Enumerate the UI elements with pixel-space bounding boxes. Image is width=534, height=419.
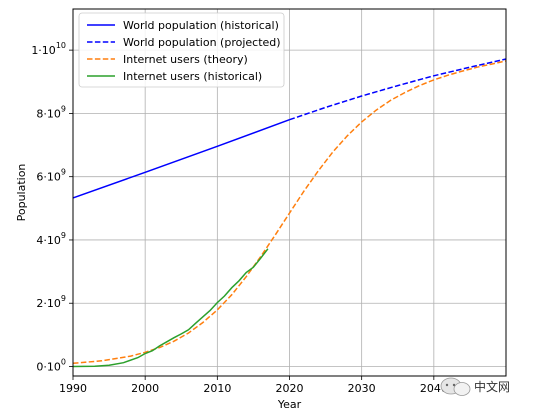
y-tick-mantissa: 1·10	[31, 44, 56, 57]
x-tick-label: 2020	[276, 382, 304, 395]
y-tick-label: 8·109	[36, 104, 66, 120]
watermark: 中文网	[440, 377, 510, 396]
y-tick-label: 6·109	[36, 168, 66, 184]
x-tick-label: 2030	[348, 382, 376, 395]
legend-label: Internet users (historical)	[123, 70, 262, 83]
y-tick-label: 0·100	[36, 358, 66, 374]
y-tick-exponent: 9	[61, 231, 66, 240]
legend-label: World population (historical)	[123, 19, 279, 32]
y-tick-label: 4·109	[36, 231, 66, 247]
x-axis-label: Year	[277, 398, 302, 411]
y-tick-mantissa: 0·10	[36, 361, 61, 374]
y-tick-exponent: 9	[61, 104, 66, 113]
series-line-0	[72, 118, 290, 199]
x-tick-label: 2000	[131, 382, 159, 395]
legend: World population (historical) World popul…	[78, 12, 285, 88]
y-tick-label: 2·109	[36, 294, 66, 310]
chat-bubble-logo-icon	[440, 377, 471, 396]
y-tick-mantissa: 4·10	[36, 234, 61, 247]
series-line-3	[72, 248, 269, 368]
y-tick-mantissa: 6·10	[36, 171, 61, 184]
y-tick-exponent: 0	[61, 358, 66, 367]
legend-label: Internet users (theory)	[123, 53, 248, 66]
y-tick-mantissa: 8·10	[36, 107, 61, 120]
legend-box	[78, 12, 285, 88]
legend-label: World population (projected)	[123, 36, 281, 49]
watermark-text: 中文网	[474, 379, 510, 394]
y-tick-mantissa: 2·10	[36, 297, 61, 310]
x-tick-label: 2010	[203, 382, 231, 395]
y-axis-label: Population	[15, 164, 28, 222]
y-tick-label: 1·1010	[31, 41, 66, 57]
x-tick-label: 1990	[59, 382, 87, 395]
y-tick-exponent: 9	[61, 168, 66, 177]
y-tick-exponent: 10	[56, 41, 66, 50]
series-group	[72, 58, 507, 368]
series-line-1	[289, 58, 507, 121]
axis-ticks: 1990 2000 2010 2020 2030 20400·1002·1094·1096…	[31, 41, 448, 395]
series-line-2	[72, 60, 507, 365]
y-tick-exponent: 9	[61, 294, 66, 303]
